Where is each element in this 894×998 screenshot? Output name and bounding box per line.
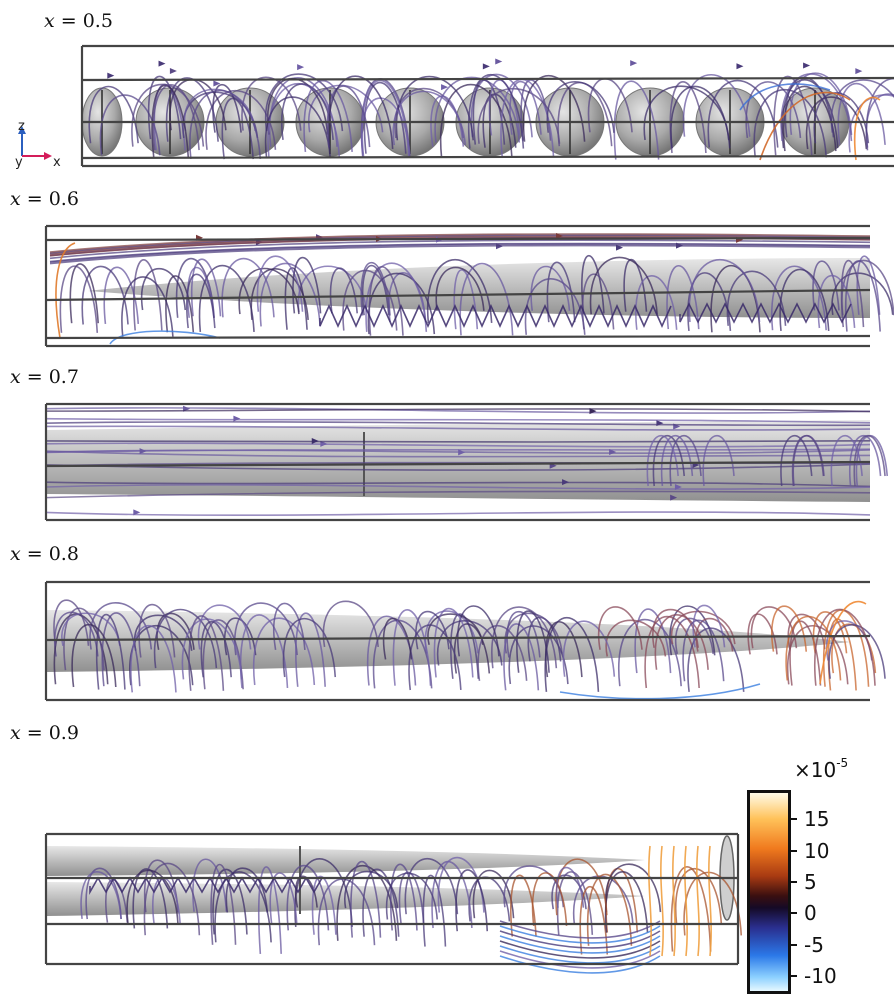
colorbar-tick-label: 15 [804,809,829,829]
colorbar [747,790,791,994]
colorbar-tick-label: 10 [804,841,829,861]
colorbar-tick [789,912,797,914]
axis-x-label: x [53,155,61,170]
streamline [661,846,663,956]
flow-arrow [855,68,862,74]
streamline [671,867,710,952]
colorbar-tick-label: 5 [804,872,817,892]
panel-label-4: x = 0.8 [10,543,79,565]
flow-arrow [483,63,490,69]
colorbar-tick [789,881,797,883]
colorbar-tick [789,818,797,820]
streamline [46,512,870,515]
colorbar-tick [789,850,797,852]
colorbar-tick-label: -10 [804,966,837,986]
flow-arrow [736,63,743,69]
panel-label-3: x = 0.7 [10,366,79,388]
flow-arrow [159,61,166,67]
colorbar-tick-label: 0 [804,903,817,923]
flow-arrow [495,58,502,64]
streamline [606,864,661,912]
panel-2-streamlines [0,218,894,353]
panel-label-1: x = 0.5 [44,10,113,32]
panel-4-streamlines [0,574,894,704]
axis-z-label: z [18,119,25,134]
streamline [855,98,880,161]
streamline [560,684,760,699]
streamline [649,846,651,956]
flow-arrow [297,64,304,70]
streamline [829,625,885,679]
flow-arrow [107,73,114,79]
axis-y-label: y [15,155,23,170]
panel-1-streamlines [0,40,894,170]
axis-triad: z y x [8,118,68,170]
colorbar-multiplier: ×10-5 [794,756,848,782]
colorbar-tick [789,944,797,946]
flow-arrow [803,62,810,68]
panel-3-streamlines [0,396,894,526]
flow-arrow [233,416,240,422]
panel-5-body-upper [46,846,645,876]
streamline [697,846,699,956]
flow-arrow [170,68,177,74]
colorbar-tick-label: -5 [804,935,824,955]
panel-label-2: x = 0.6 [10,188,79,210]
panel-label-5: x = 0.9 [10,722,79,744]
colorbar-tick [789,975,797,977]
flow-arrow [630,60,637,66]
